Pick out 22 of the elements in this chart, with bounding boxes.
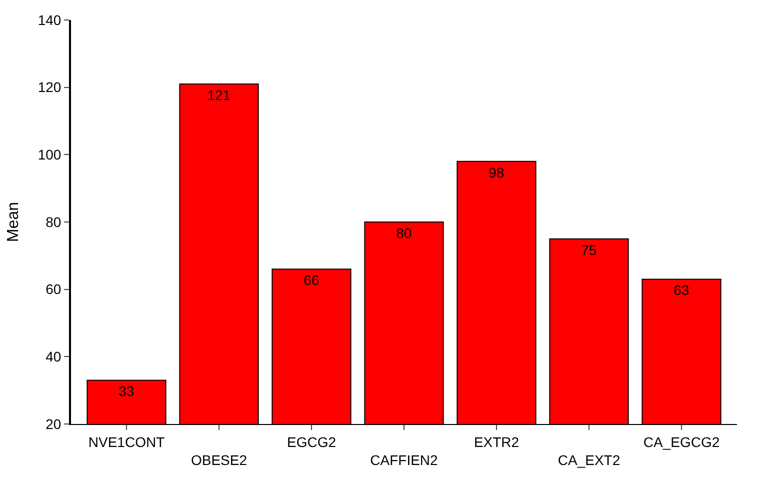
x-tick-label: NVE1CONT bbox=[88, 434, 166, 450]
x-tick-label: CA_EXT2 bbox=[558, 452, 620, 468]
y-tick-label: 120 bbox=[38, 79, 62, 96]
x-tick-label: OBESE2 bbox=[190, 452, 248, 468]
x-tick-label: EGCG2 bbox=[286, 434, 336, 450]
y-tick-label: 80 bbox=[46, 214, 62, 230]
data-label: 80 bbox=[396, 225, 412, 241]
data-label: 66 bbox=[304, 272, 320, 288]
x-tick-label: EXTR2 bbox=[474, 434, 520, 450]
data-label: 98 bbox=[488, 164, 504, 180]
data-label: 63 bbox=[674, 282, 690, 298]
data-label: 121 bbox=[207, 86, 231, 103]
y-tick-label: 140 bbox=[38, 12, 62, 28]
x-tick-label: CAFFIEN2 bbox=[370, 452, 438, 468]
y-axis-title: Mean bbox=[5, 202, 22, 242]
y-tick-label: 40 bbox=[46, 348, 62, 365]
y-tick-label: 20 bbox=[46, 416, 62, 432]
data-label: 75 bbox=[581, 242, 597, 258]
x-tick-label: CA_EGCG2 bbox=[643, 434, 720, 450]
y-tick-label: 100 bbox=[38, 146, 62, 163]
y-tick-label: 60 bbox=[46, 281, 62, 298]
data-label: 33 bbox=[118, 383, 134, 400]
